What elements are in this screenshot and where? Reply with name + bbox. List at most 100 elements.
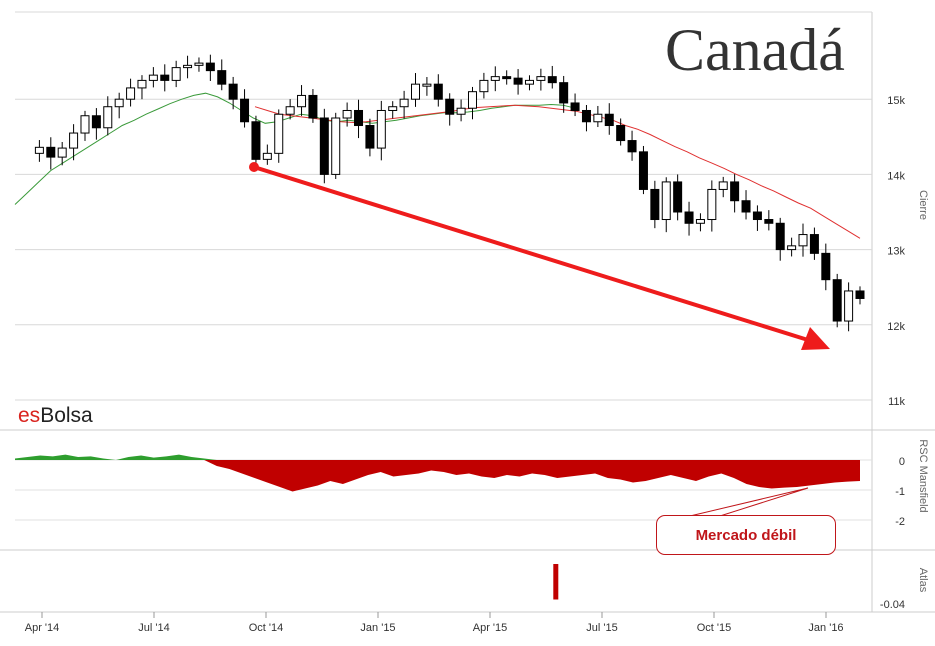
candle-body <box>707 188 717 221</box>
candle-body <box>616 125 626 142</box>
candle-body <box>479 79 489 93</box>
candle-body <box>171 67 181 81</box>
candle-body <box>137 79 147 89</box>
candle-body <box>399 98 409 108</box>
candle-body <box>228 83 238 100</box>
candle-body <box>91 115 101 129</box>
candle-body <box>80 115 90 134</box>
trend-arrow-head <box>801 327 830 350</box>
candle-body <box>809 234 819 254</box>
moving-average-line <box>14 92 576 205</box>
candle-body <box>411 83 421 100</box>
x-tick-label: Apr '14 <box>25 622 60 634</box>
candle-body <box>844 290 854 322</box>
candle-body <box>69 132 79 149</box>
candle-body <box>741 200 751 213</box>
candle-body <box>638 151 648 190</box>
candle-body <box>445 98 455 115</box>
candle-body <box>422 83 432 87</box>
candle-body <box>376 109 386 149</box>
candle-body <box>604 113 614 127</box>
rsc-axis-label: RSC Mansfield <box>917 439 929 512</box>
price-tick-label: 12k <box>887 321 905 333</box>
candle-body <box>297 94 307 108</box>
candle-body <box>217 70 227 85</box>
candle-body <box>308 94 318 119</box>
candle-body <box>547 76 557 84</box>
candle-body <box>46 146 56 158</box>
candle-body <box>331 117 341 175</box>
brand-logo: esBolsa <box>18 404 93 427</box>
candle-body <box>581 109 591 123</box>
candle-body <box>513 77 523 85</box>
atlas-axis-label: Atlas <box>917 568 929 593</box>
candle-body <box>194 62 204 66</box>
rsc-positive-area <box>15 454 860 460</box>
candle-body <box>559 82 569 104</box>
price-tick-label: 13k <box>887 246 905 258</box>
x-tick-label: Jan '15 <box>360 622 395 634</box>
atlas-tick-label: -0.04 <box>880 599 905 611</box>
x-tick-label: Jan '16 <box>808 622 843 634</box>
candle-body <box>536 76 546 81</box>
candle-body <box>764 219 774 224</box>
candle-body <box>661 181 671 221</box>
price-axis-label: Cierre <box>917 190 929 220</box>
candle-body <box>798 234 808 247</box>
candle-body <box>752 211 762 221</box>
candle-body <box>160 74 170 81</box>
candle-body <box>433 83 443 100</box>
candle-body <box>502 76 512 80</box>
candle-body <box>490 76 500 81</box>
candle-body <box>695 219 705 224</box>
candle-body <box>388 106 398 111</box>
candle-body <box>240 98 250 123</box>
candle-body <box>114 98 124 108</box>
candle-body <box>821 252 831 281</box>
candle-body <box>319 117 329 175</box>
rsc-tick-label: -2 <box>895 516 905 528</box>
candle-body <box>570 102 580 111</box>
candle-body <box>365 125 375 149</box>
price-tick-label: 15k <box>887 95 905 107</box>
trend-arrow-line <box>253 165 809 342</box>
candle-body <box>354 109 364 127</box>
candle-body <box>342 109 352 119</box>
candle-body <box>148 74 158 81</box>
candle-body <box>456 107 466 115</box>
rsc-negative-area <box>15 460 860 492</box>
candle-body <box>57 147 67 158</box>
price-tick-label: 11k <box>888 396 905 408</box>
atlas-bar <box>553 564 559 600</box>
price-tick-label: 14k <box>887 170 905 182</box>
candle-body <box>775 222 785 251</box>
candle-body <box>524 79 534 85</box>
candle-body <box>650 188 660 221</box>
candle-body <box>285 106 295 115</box>
x-tick-label: Jul '15 <box>586 622 617 634</box>
candle-body <box>103 106 113 129</box>
chart-title: Canadá <box>665 17 845 83</box>
candle-body <box>787 245 797 251</box>
candle-body <box>467 91 477 109</box>
candle-body <box>205 62 215 72</box>
callout-pointer <box>689 487 809 517</box>
candle-body <box>183 64 193 69</box>
candle-body <box>627 140 637 153</box>
candle-body <box>34 146 44 154</box>
rsc-tick-label: 0 <box>899 456 905 468</box>
candle-body <box>262 152 272 160</box>
candle-body <box>274 113 284 154</box>
x-tick-label: Apr '15 <box>473 622 508 634</box>
candle-body <box>126 87 136 100</box>
x-tick-label: Jul '14 <box>138 622 169 634</box>
candle-body <box>251 121 261 160</box>
candle-body <box>684 211 694 224</box>
candle-body <box>832 279 842 322</box>
weak-market-callout: Mercado débil <box>656 515 836 555</box>
candle-body <box>673 181 683 213</box>
candle-body <box>730 181 740 202</box>
candle-body <box>593 113 603 123</box>
